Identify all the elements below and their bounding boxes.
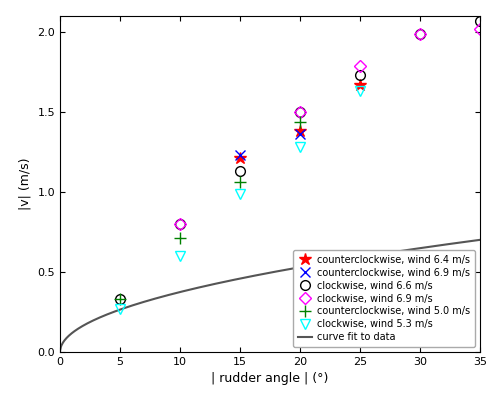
- clockwise, wind 6.6 m/s: [117, 297, 123, 302]
- clockwise, wind 5.3 m/s: [357, 89, 363, 94]
- Line: counterclockwise, wind 6.9 m/s: counterclockwise, wind 6.9 m/s: [235, 130, 305, 160]
- X-axis label: | rudder angle | (°): | rudder angle | (°): [212, 372, 328, 386]
- counterclockwise, wind 6.9 m/s: [237, 153, 243, 158]
- counterclockwise, wind 6.9 m/s: [297, 132, 303, 137]
- Line: counterclockwise, wind 6.4 m/s: counterclockwise, wind 6.4 m/s: [234, 78, 366, 165]
- Line: clockwise, wind 5.3 m/s: clockwise, wind 5.3 m/s: [115, 86, 365, 314]
- clockwise, wind 6.6 m/s: [177, 222, 183, 226]
- Y-axis label: |v| (m/s): |v| (m/s): [19, 158, 32, 210]
- Line: clockwise, wind 6.9 m/s: clockwise, wind 6.9 m/s: [176, 25, 484, 228]
- Legend: counterclockwise, wind 6.4 m/s, counterclockwise, wind 6.9 m/s, clockwise, wind : counterclockwise, wind 6.4 m/s, counterc…: [293, 250, 475, 347]
- curve fit to data: [489, 236, 495, 241]
- clockwise, wind 6.6 m/s: [237, 169, 243, 174]
- counterclockwise, wind 5.0 m/s: [177, 236, 183, 241]
- clockwise, wind 6.9 m/s: [297, 110, 303, 114]
- counterclockwise, wind 6.4 m/s: [237, 156, 243, 161]
- clockwise, wind 6.6 m/s: [417, 31, 423, 36]
- counterclockwise, wind 5.0 m/s: [237, 180, 243, 185]
- curve fit to data: [312, 262, 318, 267]
- Line: curve fit to data: curve fit to data: [60, 238, 492, 350]
- clockwise, wind 6.9 m/s: [417, 31, 423, 36]
- curve fit to data: [168, 292, 174, 297]
- curve fit to data: [134, 302, 140, 306]
- clockwise, wind 6.9 m/s: [477, 26, 483, 31]
- clockwise, wind 6.6 m/s: [297, 110, 303, 114]
- curve fit to data: [252, 273, 258, 278]
- clockwise, wind 5.3 m/s: [297, 145, 303, 150]
- clockwise, wind 5.3 m/s: [177, 254, 183, 258]
- Line: counterclockwise, wind 5.0 m/s: counterclockwise, wind 5.0 m/s: [114, 116, 306, 305]
- counterclockwise, wind 5.0 m/s: [297, 119, 303, 124]
- counterclockwise, wind 6.4 m/s: [357, 82, 363, 87]
- Line: clockwise, wind 6.6 m/s: clockwise, wind 6.6 m/s: [115, 16, 485, 304]
- clockwise, wind 6.9 m/s: [177, 222, 183, 226]
- curve fit to data: [57, 348, 63, 352]
- clockwise, wind 6.6 m/s: [477, 18, 483, 23]
- curve fit to data: [382, 251, 388, 256]
- counterclockwise, wind 6.4 m/s: [297, 129, 303, 134]
- counterclockwise, wind 5.0 m/s: [117, 297, 123, 302]
- clockwise, wind 6.9 m/s: [357, 63, 363, 68]
- clockwise, wind 5.3 m/s: [117, 306, 123, 311]
- curve fit to data: [346, 257, 352, 262]
- clockwise, wind 6.6 m/s: [357, 73, 363, 78]
- clockwise, wind 5.3 m/s: [237, 191, 243, 196]
